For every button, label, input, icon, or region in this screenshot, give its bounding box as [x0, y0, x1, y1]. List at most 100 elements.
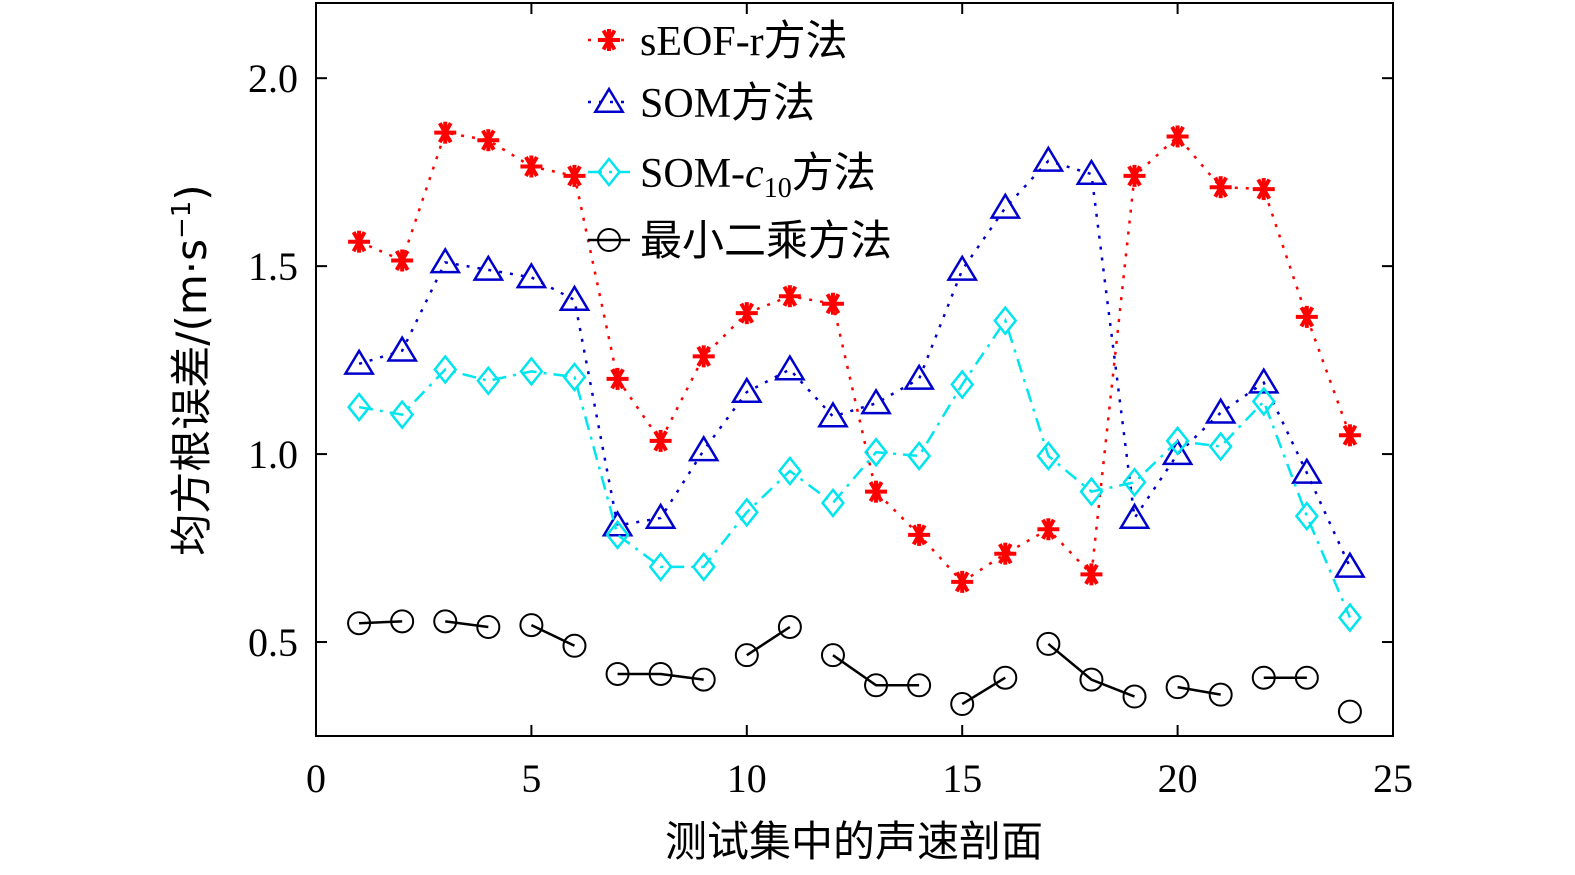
data-point-circle [820, 643, 845, 668]
data-point-asterisk [1209, 176, 1232, 199]
data-point-circle [1251, 665, 1276, 690]
series-2 [343, 145, 1366, 578]
data-point-triangle [860, 387, 892, 415]
data-point-circle [1122, 684, 1147, 709]
series-line [445, 620, 489, 629]
data-point-asterisk [348, 230, 371, 253]
data-point-triangle [817, 401, 849, 428]
data-point-diamond [1036, 440, 1061, 471]
data-point-asterisk [778, 285, 801, 308]
data-point-triangle [1334, 551, 1366, 578]
legend-label: sEOF-r方法 [640, 19, 848, 65]
data-point-asterisk [951, 570, 974, 593]
data-point-asterisk [649, 429, 672, 452]
legend-item: 最小二乘方法 [588, 219, 892, 265]
data-point-asterisk [1037, 518, 1060, 541]
x-tick-label: 0 [306, 756, 326, 801]
data-point-triangle [558, 284, 591, 311]
x-tick-label: 10 [727, 756, 767, 801]
data-point-asterisk [391, 249, 414, 272]
data-point-circle [605, 661, 630, 686]
data-point-diamond [562, 362, 587, 393]
data-point-asterisk [1295, 305, 1318, 328]
data-point-diamond [519, 356, 544, 387]
data-point-triangle [989, 192, 1022, 219]
data-point-triangle [601, 510, 634, 537]
data-point-circle [1036, 631, 1061, 656]
series-line [617, 672, 704, 681]
data-point-triangle [730, 376, 763, 404]
data-point-circle [1337, 699, 1362, 724]
data-point-circle [347, 611, 372, 636]
x-axis-ticks: 0 5 10 15 20 25 [306, 3, 1413, 801]
data-point-diamond [993, 305, 1018, 336]
data-point-asterisk [821, 292, 844, 315]
y-axis-label: 均方根误差/(m·s−1) [167, 184, 216, 555]
data-point-circle [950, 692, 975, 717]
y-tick-label: 0.5 [248, 620, 298, 665]
data-point-triangle [774, 354, 806, 381]
data-point-diamond [648, 551, 673, 582]
data-point-asterisk [1080, 563, 1103, 586]
data-point-asterisk [1338, 424, 1361, 447]
legend-item: SOM方法 [588, 81, 815, 127]
data-point-diamond [433, 354, 458, 385]
data-point-asterisk [598, 29, 620, 51]
data-point-asterisk [477, 129, 500, 152]
series-4 [347, 609, 1362, 724]
data-point-diamond [1208, 431, 1233, 462]
data-point-diamond [734, 497, 759, 528]
y-tick-label: 1.5 [248, 244, 298, 289]
data-point-triangle [386, 335, 419, 362]
legend-label: SOM方法 [640, 81, 815, 127]
series-line [832, 654, 920, 687]
data-point-triangle [1118, 502, 1151, 529]
data-point-circle [648, 661, 673, 686]
x-tick-label: 15 [942, 756, 982, 801]
data-point-circle [1165, 675, 1190, 700]
data-point-circle [390, 609, 415, 634]
x-axis-label: 测试集中的声速剖面 [665, 817, 1043, 866]
data-point-triangle [1161, 438, 1194, 466]
legend-item: sEOF-r方法 [588, 19, 848, 65]
data-point-circle [433, 609, 458, 634]
data-point-circle [519, 613, 544, 638]
data-point-diamond [1337, 602, 1362, 633]
x-tick-label: 25 [1373, 756, 1413, 801]
y-axis-label-close: ) [167, 184, 216, 200]
data-point-circle [864, 673, 889, 698]
series-line [1047, 642, 1135, 698]
data-point-diamond [596, 156, 622, 188]
data-point-triangle [946, 254, 979, 281]
y-axis-ticks: 0.5 1.0 1.5 2.0 [248, 56, 1393, 665]
plot-frame [315, 2, 1394, 737]
data-point-asterisk [994, 542, 1017, 565]
data-point-diamond [777, 455, 802, 486]
series-3 [347, 305, 1362, 633]
series-line [530, 623, 576, 647]
data-point-triangle [1075, 158, 1108, 186]
y-tick-label: 1.0 [248, 432, 298, 477]
data-point-diamond [476, 365, 501, 396]
series-line [961, 676, 1006, 706]
legend-item: SOM-c10方法 [588, 151, 876, 204]
data-point-diamond [1251, 386, 1276, 417]
data-point-asterisk [1123, 164, 1146, 187]
data-point-asterisk [908, 523, 931, 546]
data-point-diamond [1122, 467, 1147, 498]
data-point-asterisk [735, 302, 758, 325]
data-point-diamond [907, 440, 932, 471]
data-point-circle [562, 633, 587, 658]
data-point-circle [597, 228, 621, 252]
data-point-diamond [1165, 425, 1190, 456]
series-line [746, 625, 791, 657]
data-point-circle [691, 667, 716, 692]
data-point-circle [993, 665, 1018, 690]
data-point-triangle [1247, 367, 1280, 394]
legend-label: 最小二乘方法 [640, 219, 892, 265]
data-point-triangle [1290, 457, 1323, 484]
data-point-triangle [343, 348, 375, 375]
data-point-triangle [472, 254, 505, 281]
data-point-asterisk [434, 121, 457, 144]
